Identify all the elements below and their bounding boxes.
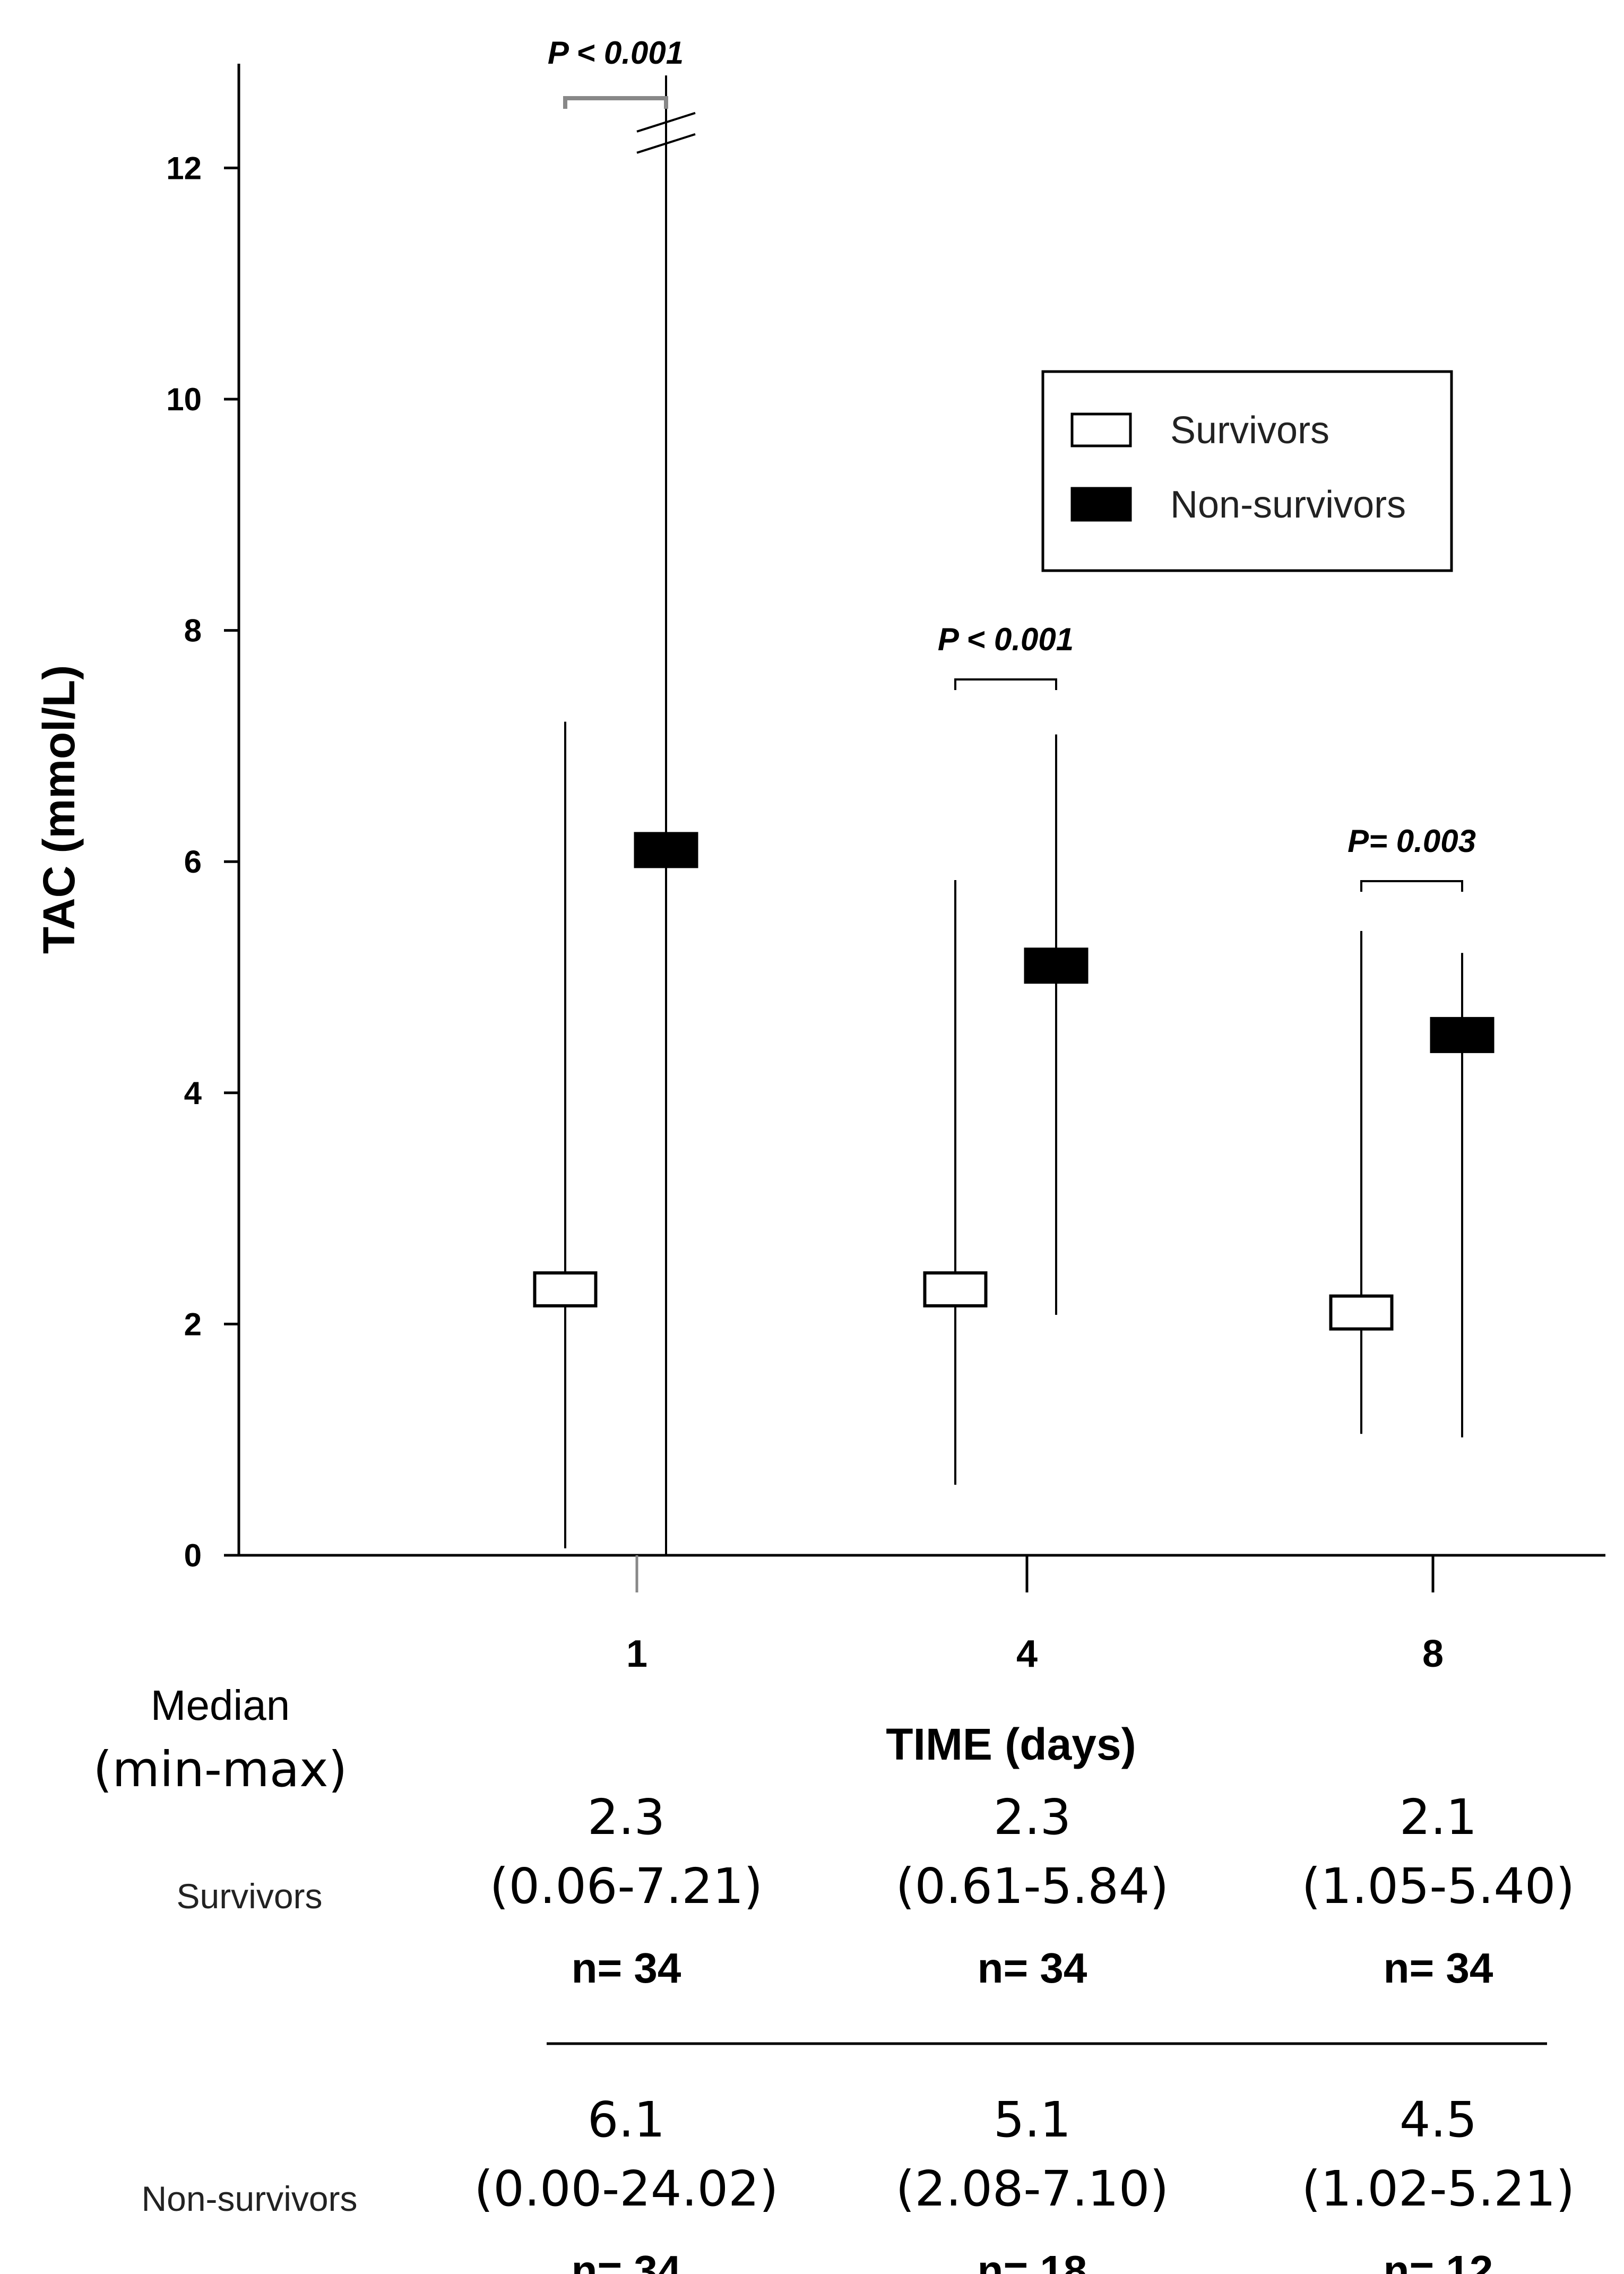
p-value-bracket [954,678,1057,690]
legend-label: Survivors [1170,409,1329,452]
table-header-median: Median [151,1682,290,1729]
table-n-value: n= 34 [978,1944,1087,1992]
x-tick-label: 1 [626,1633,647,1675]
table-median-value: 2.3 [994,1789,1071,1846]
table-median-value: 4.5 [1400,2091,1477,2148]
table-range-value: (2.08-7.10) [896,2160,1169,2217]
median-marker [1329,1294,1394,1331]
table-median-value: 2.1 [1400,1789,1477,1846]
p-value-bracket [1360,880,1463,892]
table-row-label: Non-survivors [141,2179,357,2218]
median-marker [533,1271,598,1308]
table-range-value: (0.61-5.84) [896,1858,1169,1915]
table-median-value: 5.1 [994,2091,1071,2148]
table-range-value: (0.00-24.02) [474,2160,778,2217]
table-header-range: (min-max) [93,1741,348,1798]
legend-label: Non-survivors [1170,484,1406,526]
y-tick-label: 12 [166,150,202,186]
p-value-label: P < 0.001 [938,622,1074,657]
median-marker [923,1271,988,1308]
legend-swatch [1070,412,1132,447]
x-tick-label: 8 [1422,1633,1444,1675]
p-value-label: P < 0.001 [548,35,684,71]
table-n-value: n= 34 [1384,1944,1493,1992]
y-tick-label: 0 [184,1538,202,1573]
x-tick-label: 4 [1016,1633,1038,1675]
summary-table: Median (min-max) Survivors 2.3 (0.06-7.21) n=… [93,1682,1575,2274]
y-axis-title: TAC (mmol/L) [34,665,84,954]
table-range-value: (1.02-5.21) [1302,2160,1575,2217]
table-n-value: n= 12 [1384,2247,1493,2274]
table-median-value: 2.3 [588,1789,665,1846]
legend-swatch [1070,487,1132,522]
legend: Survivors Non-survivors [1041,370,1453,572]
median-marker [1430,1017,1495,1053]
y-tick-label: 6 [184,844,202,880]
table-row-label: Survivors [176,1876,322,1916]
p-value-annotations: P < 0.001 P < 0.001 P= 0.003 [548,35,1476,892]
table-n-value: n= 34 [572,2247,681,2274]
legend-box [1041,370,1453,572]
chart-marks [533,75,1495,1555]
y-tick-label: 2 [184,1306,202,1342]
table-range-value: (0.06-7.21) [490,1858,763,1915]
table-median-value: 6.1 [588,2091,665,2148]
y-tick-label: 4 [184,1075,202,1111]
median-marker [1024,948,1089,984]
y-tick-label: 10 [166,382,202,417]
x-axis-title: TIME (days) [886,1719,1136,1769]
table-n-value: n= 18 [978,2247,1087,2274]
axis-break-mark [636,111,696,133]
p-value-label: P= 0.003 [1347,823,1476,859]
table-n-value: n= 34 [572,1944,681,1992]
axes: 0 2 4 6 8 10 12 TAC (mmol/L) 1 4 8 TIME (days) [34,64,1605,1769]
table-range-value: (1.05-5.40) [1302,1858,1575,1915]
y-tick-label: 8 [184,613,202,649]
p-value-bracket [563,96,668,109]
axis-break-mark [636,133,696,154]
median-marker [634,832,698,868]
